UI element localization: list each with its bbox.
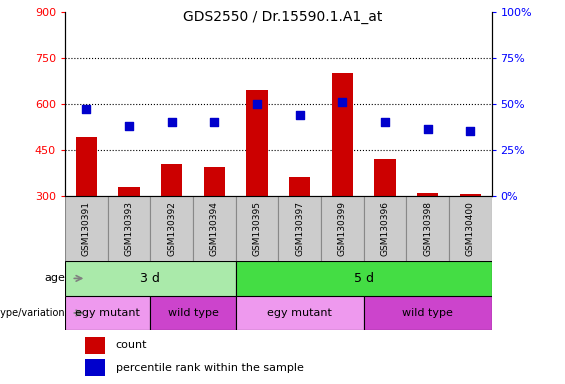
- Bar: [246, 90, 268, 196]
- FancyBboxPatch shape: [107, 196, 150, 261]
- Text: 3 d: 3 d: [140, 272, 160, 285]
- Point: [466, 128, 475, 134]
- FancyBboxPatch shape: [364, 296, 492, 330]
- Bar: [118, 187, 140, 196]
- Point: [210, 119, 219, 125]
- Text: genotype/variation: genotype/variation: [0, 308, 65, 318]
- Bar: [85, 359, 105, 376]
- Text: GSM130395: GSM130395: [253, 201, 262, 256]
- FancyBboxPatch shape: [65, 261, 236, 296]
- FancyBboxPatch shape: [279, 196, 321, 261]
- FancyBboxPatch shape: [321, 196, 364, 261]
- Point: [295, 112, 304, 118]
- Point: [380, 119, 389, 125]
- Bar: [289, 177, 310, 196]
- FancyBboxPatch shape: [406, 196, 449, 261]
- Point: [167, 119, 176, 125]
- Text: GSM130391: GSM130391: [82, 201, 91, 256]
- Text: GDS2550 / Dr.15590.1.A1_at: GDS2550 / Dr.15590.1.A1_at: [183, 10, 382, 23]
- Text: wild type: wild type: [167, 308, 219, 318]
- FancyBboxPatch shape: [236, 261, 492, 296]
- Text: egy mutant: egy mutant: [75, 308, 140, 318]
- Bar: [161, 164, 182, 196]
- FancyBboxPatch shape: [193, 196, 236, 261]
- Text: GSM130392: GSM130392: [167, 201, 176, 256]
- Text: GSM130400: GSM130400: [466, 201, 475, 256]
- Bar: [203, 167, 225, 196]
- Text: GSM130393: GSM130393: [124, 201, 133, 256]
- FancyBboxPatch shape: [449, 196, 492, 261]
- Bar: [76, 137, 97, 196]
- Text: count: count: [116, 340, 147, 350]
- Bar: [332, 73, 353, 196]
- Text: GSM130397: GSM130397: [295, 201, 304, 256]
- Bar: [374, 159, 396, 196]
- Text: age: age: [44, 273, 65, 283]
- FancyBboxPatch shape: [236, 196, 279, 261]
- Text: egy mutant: egy mutant: [267, 308, 332, 318]
- Point: [82, 106, 91, 112]
- Text: wild type: wild type: [402, 308, 453, 318]
- Point: [423, 126, 432, 132]
- Bar: [85, 337, 105, 354]
- Point: [338, 99, 347, 105]
- FancyBboxPatch shape: [236, 296, 364, 330]
- Text: percentile rank within the sample: percentile rank within the sample: [116, 362, 304, 373]
- FancyBboxPatch shape: [65, 296, 150, 330]
- FancyBboxPatch shape: [150, 296, 236, 330]
- Text: GSM130398: GSM130398: [423, 201, 432, 256]
- Point: [124, 123, 133, 129]
- Bar: [417, 193, 438, 196]
- Text: 5 d: 5 d: [354, 272, 373, 285]
- Bar: [459, 194, 481, 196]
- FancyBboxPatch shape: [364, 196, 406, 261]
- Point: [253, 101, 262, 107]
- Text: GSM130399: GSM130399: [338, 201, 347, 256]
- Text: GSM130396: GSM130396: [380, 201, 389, 256]
- FancyBboxPatch shape: [65, 196, 107, 261]
- FancyBboxPatch shape: [150, 196, 193, 261]
- Text: GSM130394: GSM130394: [210, 201, 219, 256]
